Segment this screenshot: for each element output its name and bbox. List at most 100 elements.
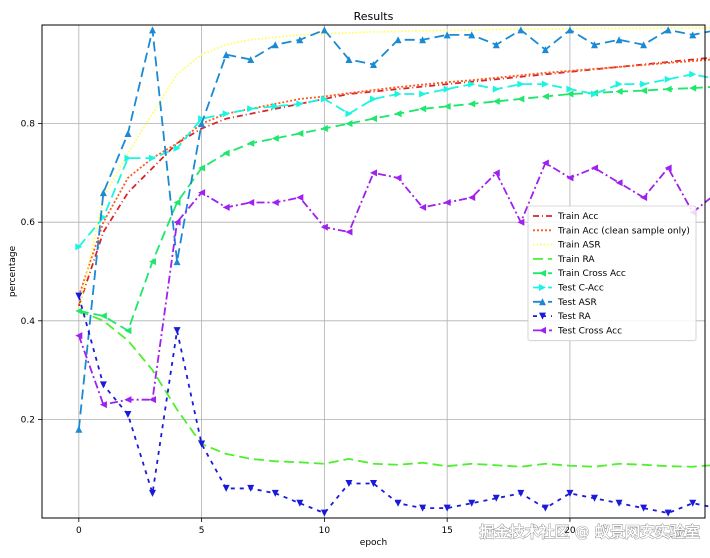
legend-item-train-acc: Train Acc [533, 212, 598, 222]
data-point-test-c-acc [271, 102, 279, 110]
legend-label: Test C-Acc [557, 284, 604, 294]
series-train-acc [77, 56, 710, 307]
data-point-test-cross-acc [566, 174, 574, 182]
data-point-test-asr [443, 31, 451, 39]
data-point-test-asr [271, 41, 279, 49]
legend-label: Test ASR [557, 298, 597, 308]
data-point-test-cross-acc [517, 218, 525, 226]
legend-label: Train Acc (clean sample only) [557, 226, 690, 236]
data-point-test-cross-acc [149, 396, 156, 404]
data-point-train-cross-acc [492, 97, 500, 105]
data-point-test-cross-acc [99, 401, 107, 409]
series-line-train-cross-acc [78, 86, 710, 332]
data-point-test-c-acc [664, 75, 672, 83]
data-point-train-cross-acc [468, 100, 476, 108]
plot-frame [41, 24, 706, 519]
data-point-test-asr [517, 26, 525, 34]
data-point-test-ra [664, 509, 672, 517]
data-point-test-c-acc [615, 80, 623, 88]
legend-item-test-cross-acc: Test Cross Acc [533, 326, 622, 336]
data-point-test-ra [419, 504, 427, 512]
data-point-test-c-acc [468, 80, 476, 88]
data-point-test-c-acc [492, 85, 500, 93]
data-point-test-asr [394, 36, 402, 44]
data-point-test-cross-acc [75, 332, 83, 340]
data-point-test-ra [615, 499, 623, 507]
series-line-train-acc-clean-sample-only [77, 58, 710, 297]
legend-label: Train Acc [557, 212, 598, 222]
legend-item-test-ra: Test RA [533, 312, 591, 322]
y-tick-label: 0.6 [21, 218, 36, 228]
series-line-train-ra [78, 310, 710, 468]
data-point-train-cross-acc [541, 92, 549, 100]
data-point-test-cross-acc [345, 228, 353, 236]
data-point-test-ra [271, 489, 279, 497]
data-point-test-asr [664, 26, 672, 34]
data-point-train-cross-acc [345, 120, 353, 128]
series-test-c-acc [75, 70, 710, 251]
data-point-test-c-acc [370, 95, 377, 103]
data-point-test-asr [149, 26, 156, 34]
data-point-train-cross-acc [394, 110, 402, 118]
data-point-test-cross-acc [173, 218, 181, 226]
ticks: 0 5 10 15 20 0.2 0.4 0.6 0.8 [21, 120, 576, 536]
data-point-test-cross-acc [247, 198, 255, 206]
data-point-test-ra [492, 494, 500, 502]
x-tick-label: 20 [564, 526, 576, 536]
data-point-test-cross-acc [370, 169, 377, 177]
data-point-test-c-acc [149, 154, 156, 162]
data-point-test-ra [689, 499, 697, 507]
data-point-test-asr [173, 258, 181, 266]
data-point-test-asr [591, 41, 598, 49]
data-point-test-c-acc [419, 90, 427, 98]
data-point-test-cross-acc [296, 194, 304, 202]
data-point-test-asr [370, 60, 377, 68]
legend-marker [539, 312, 546, 320]
x-tick-label: 5 [199, 526, 205, 536]
data-point-test-ra [320, 509, 328, 517]
data-point-test-c-acc [247, 105, 255, 113]
data-point-test-cross-acc [320, 223, 328, 231]
legend-item-train-ra: Train RA [533, 255, 595, 265]
data-point-test-cross-acc [541, 159, 549, 167]
data-point-test-c-acc [173, 144, 181, 152]
data-point-test-ra [149, 489, 156, 497]
data-point-test-ra [591, 494, 598, 502]
data-point-test-cross-acc [124, 396, 132, 404]
data-point-test-c-acc [296, 100, 304, 108]
legend-item-test-asr: Test ASR [533, 298, 597, 308]
data-point-train-cross-acc [615, 88, 623, 96]
data-point-test-asr [689, 31, 697, 39]
legend-marker [539, 284, 546, 291]
series-line-test-c-acc [78, 73, 710, 248]
data-point-test-asr [345, 56, 353, 64]
data-point-test-asr [566, 26, 574, 34]
data-point-train-cross-acc [271, 134, 279, 142]
legend-marker [539, 298, 546, 306]
series-line-train-acc [77, 56, 710, 307]
data-point-test-asr [320, 26, 328, 34]
series-test-ra [75, 292, 710, 517]
series-train-acc-clean-sample-only [77, 58, 710, 297]
data-point-test-asr [640, 41, 648, 49]
data-point-test-asr [75, 425, 83, 433]
legend-item-train-acc-clean-sample-only: Train Acc (clean sample only) [533, 226, 690, 236]
data-point-test-ra [394, 499, 402, 507]
data-point-test-c-acc [517, 80, 525, 88]
data-point-test-ra [566, 489, 574, 497]
data-point-test-asr [468, 31, 476, 39]
data-point-test-asr [296, 36, 304, 44]
data-point-train-cross-acc [99, 312, 107, 320]
data-point-test-ra [247, 484, 255, 492]
data-point-test-asr [198, 120, 206, 128]
chart-title: Results [354, 10, 394, 23]
data-point-train-cross-acc [247, 139, 255, 147]
y-axis-label: percentage [8, 245, 18, 297]
data-point-test-c-acc [541, 80, 549, 88]
legend-marker [539, 269, 546, 277]
x-tick-label: 0 [76, 526, 82, 536]
data-point-train-cross-acc [370, 115, 377, 123]
data-point-test-cross-acc [591, 164, 598, 172]
data-point-test-c-acc [320, 95, 328, 103]
